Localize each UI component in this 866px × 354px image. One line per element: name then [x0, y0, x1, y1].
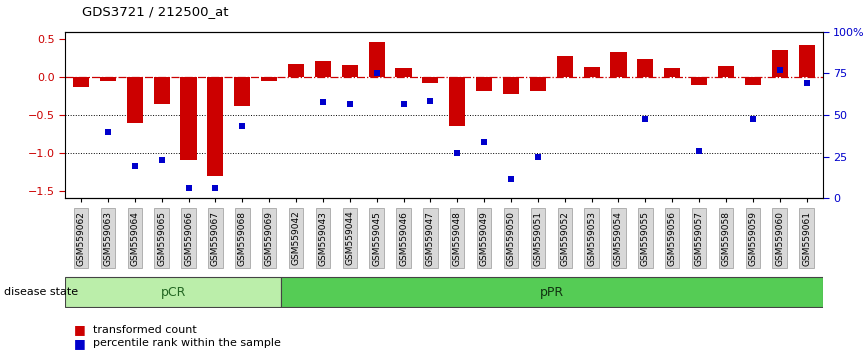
Text: GSM559059: GSM559059 — [748, 211, 758, 266]
Bar — [153, 77, 170, 104]
Text: GSM559062: GSM559062 — [76, 211, 86, 266]
Text: GSM559068: GSM559068 — [238, 211, 247, 266]
Bar — [234, 77, 250, 106]
Text: GSM559054: GSM559054 — [614, 211, 623, 266]
Bar — [100, 77, 116, 81]
Bar — [584, 67, 599, 77]
Bar — [342, 65, 358, 77]
Text: GSM559057: GSM559057 — [695, 211, 703, 266]
Text: GSM559046: GSM559046 — [399, 211, 408, 266]
Text: GSM559042: GSM559042 — [292, 211, 301, 266]
Bar — [557, 56, 572, 77]
Bar — [369, 42, 385, 77]
Text: GSM559052: GSM559052 — [560, 211, 569, 266]
Text: GSM559064: GSM559064 — [130, 211, 139, 266]
Bar — [396, 68, 411, 77]
Text: GSM559050: GSM559050 — [507, 211, 515, 266]
Text: GSM559043: GSM559043 — [319, 211, 327, 266]
Bar — [126, 77, 143, 122]
Text: GSM559049: GSM559049 — [480, 211, 488, 266]
Text: GSM559051: GSM559051 — [533, 211, 542, 266]
Text: GSM559047: GSM559047 — [426, 211, 435, 266]
Bar — [423, 77, 438, 83]
Text: GSM559067: GSM559067 — [211, 211, 220, 266]
Bar — [73, 77, 89, 87]
Bar — [449, 77, 465, 126]
Text: disease state: disease state — [4, 287, 79, 297]
Bar — [503, 77, 519, 94]
Bar — [664, 68, 681, 77]
Bar — [262, 77, 277, 81]
Text: GSM559063: GSM559063 — [103, 211, 113, 266]
Text: GSM559066: GSM559066 — [184, 211, 193, 266]
Text: GSM559055: GSM559055 — [641, 211, 650, 266]
Text: pCR: pCR — [160, 286, 186, 298]
Bar — [476, 77, 492, 91]
Bar — [207, 77, 223, 176]
Bar — [180, 77, 197, 160]
Bar — [637, 59, 654, 77]
Text: GSM559061: GSM559061 — [802, 211, 811, 266]
Text: GSM559053: GSM559053 — [587, 211, 596, 266]
Text: GSM559060: GSM559060 — [775, 211, 785, 266]
Bar — [611, 52, 626, 77]
Text: percentile rank within the sample: percentile rank within the sample — [93, 338, 281, 348]
Text: ■: ■ — [74, 324, 86, 336]
Text: GSM559044: GSM559044 — [346, 211, 354, 266]
Text: transformed count: transformed count — [93, 325, 197, 335]
Bar — [718, 66, 734, 77]
Bar — [530, 77, 546, 91]
Bar — [288, 64, 304, 77]
Text: pPR: pPR — [540, 286, 564, 298]
Text: GSM559069: GSM559069 — [265, 211, 274, 266]
Text: GSM559045: GSM559045 — [372, 211, 381, 266]
Text: ■: ■ — [74, 337, 86, 350]
Text: GDS3721 / 212500_at: GDS3721 / 212500_at — [82, 5, 229, 18]
Text: GSM559058: GSM559058 — [721, 211, 730, 266]
Bar — [798, 45, 815, 77]
Text: GSM559065: GSM559065 — [158, 211, 166, 266]
Bar — [691, 77, 708, 85]
Text: GSM559056: GSM559056 — [668, 211, 676, 266]
Bar — [315, 61, 331, 77]
Bar — [745, 77, 761, 85]
Bar — [772, 50, 788, 77]
FancyBboxPatch shape — [281, 277, 823, 307]
FancyBboxPatch shape — [65, 277, 281, 307]
Text: GSM559048: GSM559048 — [453, 211, 462, 266]
